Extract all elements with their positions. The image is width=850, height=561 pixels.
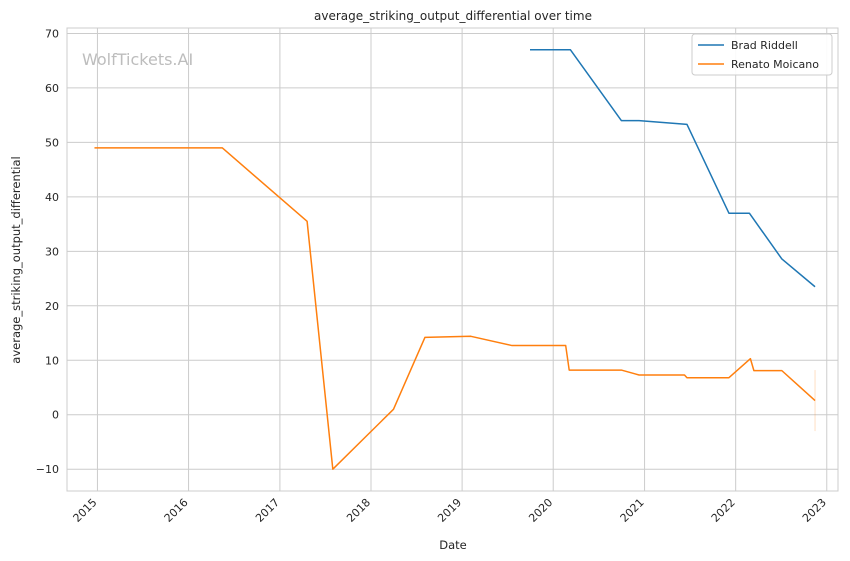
x-tick-label: 2016: [162, 496, 191, 525]
series-lines: [94, 49, 816, 470]
x-tick-label: 2021: [618, 496, 647, 525]
legend-label-brad-riddell: Brad Riddell: [731, 39, 798, 52]
chart-title: average_striking_output_differential ove…: [314, 9, 592, 23]
watermark: WolfTickets.AI: [82, 50, 193, 69]
x-axis-title: Date: [439, 538, 467, 552]
y-tick-label: 50: [45, 136, 59, 149]
series-line-renato-moicano: [94, 147, 816, 470]
x-tick-label: 2015: [71, 496, 100, 525]
plot-area: [66, 27, 839, 492]
x-tick-label: 2023: [800, 496, 829, 525]
legend-box: [691, 33, 833, 76]
x-tick-label: 2019: [435, 496, 464, 525]
y-tick-label: −10: [36, 463, 59, 476]
legend-label-renato-moicano: Renato Moicano: [731, 58, 819, 71]
y-tick-label: 30: [45, 245, 59, 258]
y-tick-label: 70: [45, 27, 59, 40]
y-tick-label: 0: [52, 409, 59, 422]
y-tick-label: 10: [45, 354, 59, 367]
x-tick-label: 2018: [344, 496, 373, 525]
legend: Brad Riddell Renato Moicano: [691, 33, 833, 76]
x-tick-label: 2020: [526, 496, 555, 525]
x-tick-label: 2017: [253, 496, 282, 525]
x-tick-label: 2022: [709, 496, 738, 525]
y-tick-label: 40: [45, 191, 59, 204]
y-tick-label: 20: [45, 300, 59, 313]
y-tick-label: 60: [45, 82, 59, 95]
y-axis-title: average_striking_output_differential: [9, 156, 23, 363]
series-line-brad-riddell: [530, 49, 816, 288]
grid: [67, 28, 838, 491]
